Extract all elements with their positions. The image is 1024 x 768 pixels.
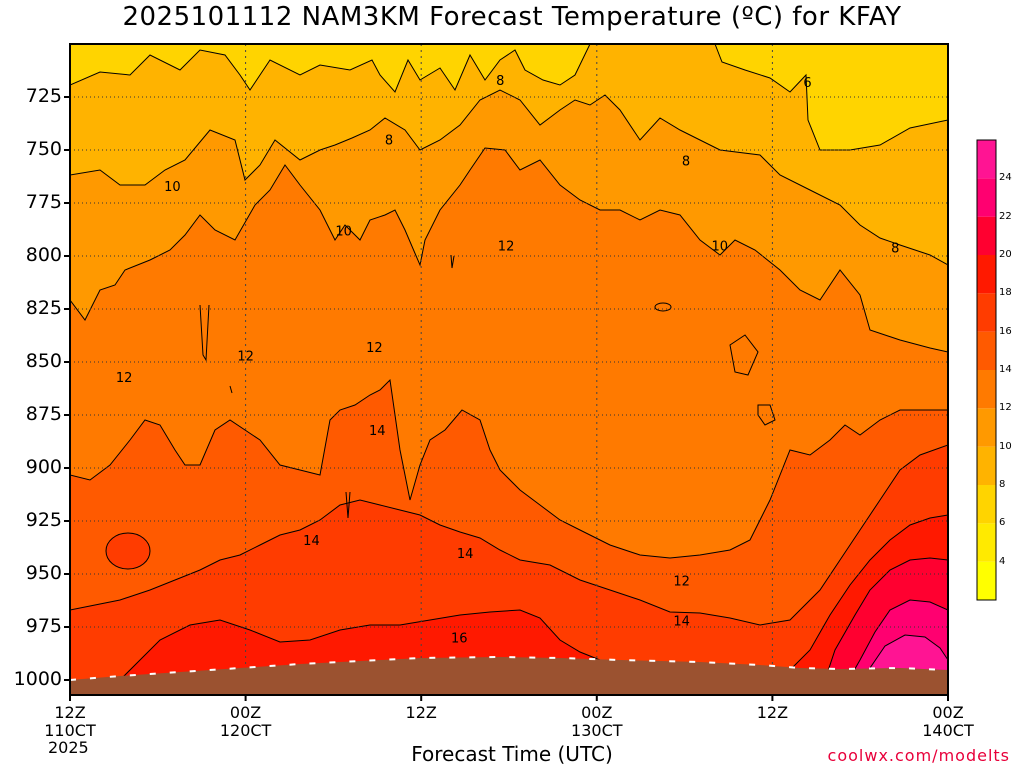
contour-label: 8 — [385, 133, 393, 148]
x-tick-label-time: 12Z — [54, 703, 86, 722]
year-label: 2025 — [48, 738, 89, 757]
band-12-14 — [70, 148, 948, 558]
y-tick-label: 975 — [25, 615, 62, 637]
contour-label: 10 — [711, 239, 728, 254]
x-tick-label-date: 120CT — [219, 721, 272, 740]
contour-label: 12 — [673, 574, 690, 589]
x-tick-label-date: 110CT — [44, 721, 96, 740]
y-tick-label: 850 — [25, 350, 62, 372]
contour-label: 14 — [457, 547, 474, 562]
x-tick-label-time: 00Z — [229, 703, 262, 722]
colorbar-swatch — [977, 446, 996, 485]
colorbar-swatch — [977, 331, 996, 370]
band-8-10 — [70, 44, 948, 265]
colorbar-swatch — [977, 140, 996, 179]
y-tick-label: 800 — [25, 244, 62, 266]
y-ticks — [64, 96, 70, 681]
colorbar — [977, 140, 996, 600]
x-tick-label-date: 130CT — [571, 721, 623, 740]
contour-labels: 12 12 10 10 8 8 12 14 14 14 12 8 10 6 8 12 14 16 — [116, 74, 900, 647]
y-tick-label: 1000 — [13, 668, 62, 690]
contour-label: 10 — [164, 180, 181, 195]
y-tick-label: 750 — [25, 138, 62, 160]
contour-label: 16 — [451, 632, 468, 647]
colorbar-label: 18 — [999, 287, 1012, 299]
contour-label: 6 — [803, 76, 811, 91]
colorbar-label: 8 — [999, 479, 1006, 490]
band-10-12 — [70, 90, 948, 352]
chart-title: 2025101112 NAM3KM Forecast Temperature (… — [122, 2, 902, 32]
x-axis-title: Forecast Time (UTC) — [411, 742, 613, 766]
warm-pocket-left — [105, 532, 151, 570]
contour-label: 8 — [496, 74, 504, 89]
colorbar-label: 14 — [999, 364, 1012, 375]
colorbar-swatch — [977, 216, 996, 255]
plot-frame — [69, 43, 949, 696]
contour-label: 12 — [366, 341, 383, 356]
colorbar-swatch — [977, 485, 996, 524]
x-tick-label-time: 00Z — [932, 703, 964, 722]
y-tick-label: 725 — [25, 85, 62, 107]
contour-lines — [70, 44, 948, 695]
y-tick-label: 950 — [25, 562, 62, 584]
x-tick-label-time: 00Z — [581, 703, 613, 722]
colorbar-swatch — [977, 408, 996, 447]
y-tick-label: 875 — [25, 403, 62, 425]
y-tick-label: 775 — [25, 191, 62, 213]
x-tick-label-date: 140CT — [922, 721, 974, 740]
colorbar-label: 10 — [999, 440, 1012, 452]
plot-area: 12 12 10 10 8 8 12 14 14 14 12 8 10 6 8 12 14 16 — [70, 44, 948, 695]
band-16-18 — [70, 445, 948, 695]
colorbar-label: 24 — [999, 172, 1012, 184]
colorbar-swatch — [977, 293, 996, 332]
terrain-edge — [70, 655, 948, 681]
colorbar-frame — [976, 139, 997, 601]
pocket-small — [654, 302, 672, 312]
band-18-20 — [70, 515, 948, 695]
colorbar-label: 20 — [999, 249, 1012, 260]
contour-label: 12 — [498, 239, 515, 254]
contour-label: 8 — [682, 155, 690, 170]
x-tick-label-time: 12Z — [405, 703, 437, 722]
colorbar-label: 6 — [999, 517, 1006, 529]
terrain — [70, 657, 948, 695]
contour-label: 12 — [237, 350, 254, 365]
x-ticks — [69, 695, 949, 701]
band-6-8 — [70, 44, 948, 150]
colorbar-label: 22 — [999, 210, 1012, 222]
contour-label: 14 — [369, 424, 386, 439]
y-tick-label: 900 — [25, 456, 62, 478]
y-tick-label: 925 — [25, 509, 62, 531]
credit-link[interactable]: coolwx.com/modelts — [827, 746, 1010, 765]
colorbar-swatch — [977, 178, 996, 217]
contour-label: 10 — [335, 225, 352, 240]
colorbar-label: 4 — [999, 555, 1006, 567]
colorbar-label: 12 — [999, 402, 1012, 414]
band-14-16 — [70, 380, 948, 625]
x-tick-label-time: 12Z — [756, 703, 789, 722]
colorbar-swatch — [977, 255, 996, 294]
grid — [70, 44, 948, 695]
colorbar-swatch — [977, 523, 996, 562]
contour-label: 14 — [303, 534, 320, 549]
colorbar-swatch — [977, 370, 996, 409]
contour-label: 14 — [673, 615, 690, 630]
pocket-right — [729, 334, 759, 376]
colorbar-swatch — [977, 561, 996, 600]
colorbar-label: 16 — [999, 325, 1012, 337]
contour-label: 8 — [891, 242, 899, 257]
y-tick-label: 825 — [25, 297, 62, 319]
contour-label: 12 — [116, 371, 133, 386]
